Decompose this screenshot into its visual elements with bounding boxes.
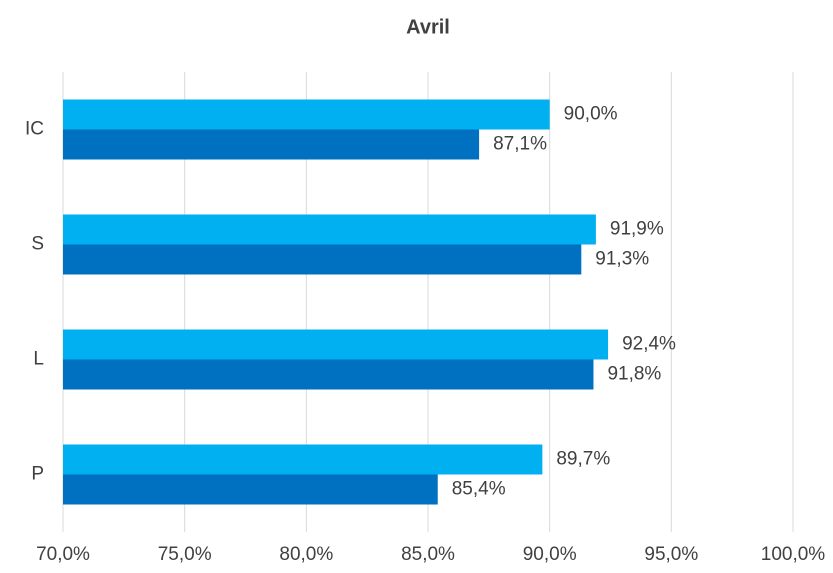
x-tick-label: 70,0% [36, 544, 90, 565]
x-tick-label: 100,0% [761, 544, 826, 565]
x-tick-label: 80,0% [279, 544, 333, 565]
x-tick-label: 90,0% [523, 544, 577, 565]
bar [63, 129, 480, 160]
value-label: 87,1% [493, 134, 547, 155]
value-label: 92,4% [622, 334, 676, 355]
bar [63, 214, 596, 245]
value-label: 91,8% [607, 364, 661, 385]
value-label: 91,9% [610, 219, 664, 240]
bar [63, 359, 594, 390]
bar [63, 444, 543, 475]
bar [63, 99, 550, 130]
value-label: 90,0% [564, 104, 618, 125]
y-tick-label: P [31, 464, 44, 485]
bar [63, 244, 582, 275]
value-label: 85,4% [452, 479, 506, 500]
x-tick-label: 95,0% [644, 544, 698, 565]
y-tick-label: S [31, 234, 44, 255]
x-tick-label: 85,0% [401, 544, 455, 565]
bar [63, 474, 438, 505]
y-tick-label: L [33, 349, 44, 370]
value-label: 91,3% [595, 249, 649, 270]
chart-title: Avril [406, 16, 450, 38]
bar [63, 329, 609, 360]
y-tick-label: IC [25, 119, 44, 140]
value-label: 89,7% [556, 449, 610, 470]
x-tick-label: 75,0% [158, 544, 212, 565]
